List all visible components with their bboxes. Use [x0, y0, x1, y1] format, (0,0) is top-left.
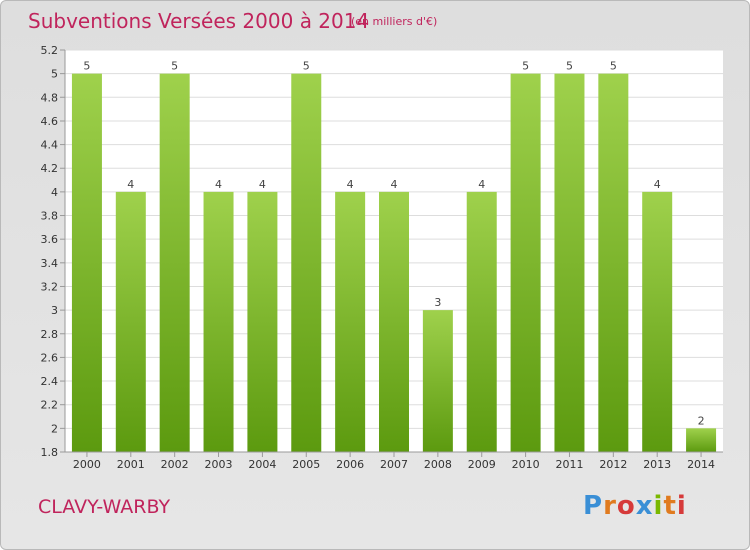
bar-2006 — [335, 191, 366, 452]
bar-2009 — [466, 191, 497, 452]
x-tick-label-2004: 2004 — [248, 458, 276, 471]
commune-name: CLAVY-WARBY — [38, 496, 171, 518]
data-label-2014: 2 — [698, 414, 705, 427]
data-label-2005: 5 — [303, 60, 310, 73]
x-tick-label-2002: 2002 — [161, 458, 189, 471]
x-tick-label-2013: 2013 — [643, 458, 671, 471]
y-tick-label: 3.6 — [41, 233, 59, 246]
y-tick-label: 2 — [51, 422, 58, 435]
x-axis-ticks: 2000 2001 2002 2003 2004 2005 2006 2007 2008 2009… — [73, 452, 715, 471]
y-tick-label: 3.2 — [41, 280, 59, 293]
data-label-2004: 4 — [259, 178, 266, 191]
data-label-2009: 4 — [478, 178, 485, 191]
chart-subtitle: (en milliers d'€) — [351, 15, 438, 28]
data-label-2000: 5 — [83, 60, 90, 73]
x-tick-label-2009: 2009 — [468, 458, 496, 471]
y-tick-label: 3.8 — [41, 210, 59, 223]
bar-2007 — [379, 191, 409, 452]
y-tick-label: 2.8 — [41, 328, 59, 341]
logo-letter: x — [635, 491, 654, 521]
x-tick-label-2014: 2014 — [687, 458, 715, 471]
bar-2000 — [71, 73, 102, 452]
bars: 5 4 5 4 4 5 4 4 3 4 5 5 5 4 2 — [71, 60, 717, 452]
bar-2008 — [422, 310, 453, 452]
data-label-2010: 5 — [522, 60, 529, 73]
chart-title: Subventions Versées 2000 à 2014 — [28, 9, 370, 33]
y-tick-label: 4.8 — [41, 91, 59, 104]
y-tick-label: 2.4 — [41, 375, 59, 388]
y-tick-label: 2.2 — [41, 399, 59, 412]
x-tick-label-2005: 2005 — [292, 458, 320, 471]
y-tick-label: 4.2 — [41, 162, 59, 175]
logo-letter: o — [616, 491, 636, 521]
logo-letter: i — [653, 491, 664, 521]
bar-2001 — [115, 191, 146, 452]
y-tick-label: 4 — [51, 186, 58, 199]
bar-2010 — [510, 73, 541, 452]
data-label-2011: 5 — [566, 60, 573, 73]
x-tick-label-2007: 2007 — [380, 458, 408, 471]
logo-letter: P — [583, 491, 604, 521]
y-tick-label: 3 — [51, 304, 58, 317]
data-label-2002: 5 — [171, 60, 178, 73]
data-label-2008: 3 — [434, 296, 441, 309]
bar-2004 — [247, 191, 278, 452]
y-tick-label: 1.8 — [41, 446, 59, 459]
data-label-2013: 4 — [654, 178, 661, 191]
bar-2013 — [642, 191, 673, 452]
y-tick-label: 4.4 — [41, 139, 59, 152]
bar-2014 — [686, 428, 717, 452]
y-tick-label: 5.2 — [41, 44, 59, 57]
bar-2003 — [203, 191, 234, 452]
bar-2002 — [159, 73, 190, 452]
logo-letter: i — [676, 491, 687, 521]
x-tick-label-2000: 2000 — [73, 458, 101, 471]
x-tick-label-2001: 2001 — [117, 458, 145, 471]
y-tick-label: 2.6 — [41, 351, 59, 364]
bar-2012 — [598, 73, 629, 452]
x-tick-label-2008: 2008 — [424, 458, 452, 471]
x-tick-label-2006: 2006 — [336, 458, 364, 471]
data-label-2006: 4 — [347, 178, 354, 191]
bar-2011 — [554, 73, 585, 452]
x-tick-label-2011: 2011 — [555, 458, 583, 471]
proxiti-logo[interactable]: Proxiti — [583, 491, 687, 521]
y-tick-label: 5 — [51, 68, 58, 81]
data-label-2003: 4 — [215, 178, 222, 191]
data-label-2001: 4 — [127, 178, 134, 191]
x-tick-label-2010: 2010 — [512, 458, 540, 471]
logo-letter: r — [603, 491, 617, 521]
data-label-2007: 4 — [391, 178, 398, 191]
logo-letter: t — [663, 491, 677, 521]
data-label-2012: 5 — [610, 60, 617, 73]
x-tick-label-2012: 2012 — [599, 458, 627, 471]
y-tick-label: 3.4 — [41, 257, 59, 270]
y-tick-label: 4.6 — [41, 115, 59, 128]
x-tick-label-2003: 2003 — [205, 458, 233, 471]
bar-2005 — [291, 73, 322, 452]
y-axis-ticks: 1.8 2 2.2 2.4 2.6 2.8 3 3.2 3.4 3.6 3.8 4 4.2 4.4 4.6 4… — [41, 44, 65, 459]
